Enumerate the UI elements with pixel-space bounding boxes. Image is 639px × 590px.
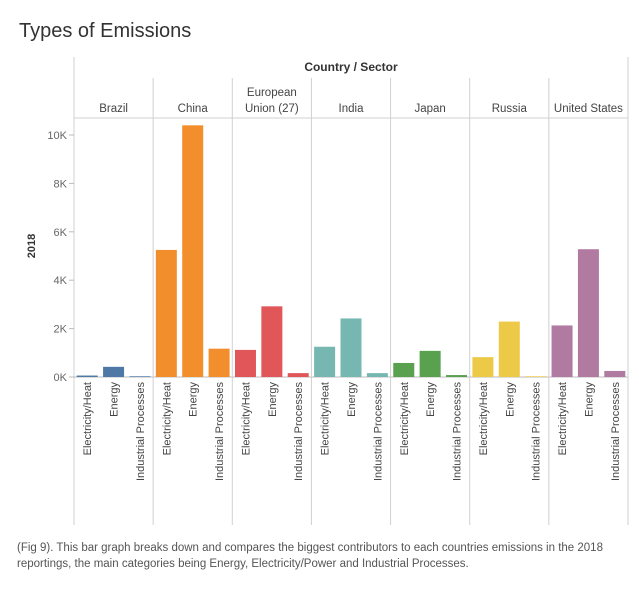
bar — [234, 349, 256, 377]
bar — [419, 350, 441, 377]
sector-label: Electricity/Heat — [240, 382, 252, 455]
y-tick-label: 4K — [54, 275, 68, 287]
bar — [340, 318, 362, 377]
bar — [103, 366, 125, 377]
bar — [155, 249, 177, 377]
sector-label: Electricity/Heat — [320, 382, 332, 455]
y-tick-label: 8K — [54, 178, 68, 190]
sector-label: Industrial Processes — [135, 382, 147, 482]
sector-label: Energy — [346, 382, 358, 417]
sector-label: Industrial Processes — [610, 382, 622, 482]
country-label: India — [339, 103, 365, 115]
bar — [393, 362, 415, 377]
sector-label: Industrial Processes — [372, 382, 384, 482]
y-tick-label: 0K — [54, 372, 68, 384]
sector-label: Industrial Processes — [214, 382, 226, 482]
sector-label: Electricity/Heat — [161, 382, 173, 455]
bar — [551, 325, 573, 377]
bar — [577, 249, 599, 377]
sector-label: Electricity/Heat — [82, 382, 94, 455]
y-tick-label: 10K — [47, 130, 67, 142]
sector-label: Energy — [425, 382, 437, 417]
sector-label: Energy — [267, 382, 279, 417]
bar — [472, 357, 494, 377]
sector-label: Energy — [583, 382, 595, 417]
country-label: Japan — [414, 103, 445, 115]
country-label: China — [178, 103, 209, 115]
sector-label: Electricity/Heat — [478, 382, 490, 455]
country-label: Union (27) — [245, 103, 299, 115]
bar — [208, 348, 230, 377]
bar — [314, 346, 336, 377]
bar — [498, 321, 520, 377]
bar — [182, 125, 204, 377]
figure-caption: (Fig 9). This bar graph breaks down and … — [17, 542, 603, 570]
sector-labels: Electricity/Heat Energy Industrial Process… — [82, 382, 622, 482]
y-axis-ticks: 0K 2K 4K 6K 8K 10K — [47, 130, 74, 384]
bar — [76, 375, 98, 377]
sector-label: Industrial Processes — [293, 382, 305, 482]
y-tick-label: 6K — [54, 227, 68, 239]
header-title: Country / Sector — [304, 60, 398, 74]
bar — [261, 306, 283, 377]
y-axis-label: 2018 — [26, 234, 38, 258]
bar — [525, 376, 547, 377]
bars — [76, 125, 626, 377]
bar-chart: Country / Sector 2018 0K 2K 4K 6K 8K 10K Braz… — [26, 57, 629, 525]
bar — [366, 373, 388, 377]
country-label: Brazil — [99, 103, 128, 115]
y-tick-label: 2K — [54, 324, 68, 336]
sector-label: Industrial Processes — [531, 382, 543, 482]
chart-title: Types of Emissions — [19, 20, 192, 42]
sector-label: Energy — [188, 382, 200, 417]
sector-label: Industrial Processes — [452, 382, 464, 482]
country-label: Russia — [492, 103, 528, 115]
bar — [604, 370, 626, 377]
bar — [446, 375, 468, 377]
sector-label: Energy — [504, 382, 516, 417]
bar — [287, 373, 309, 377]
country-label: European — [247, 87, 297, 99]
sector-label: Electricity/Heat — [399, 382, 411, 455]
bar — [129, 376, 151, 377]
sector-label: Energy — [109, 382, 121, 417]
country-headers: Brazil China European Union (27) India Japan R… — [99, 87, 623, 115]
country-label: United States — [554, 103, 623, 115]
sector-label: Electricity/Heat — [557, 382, 569, 455]
